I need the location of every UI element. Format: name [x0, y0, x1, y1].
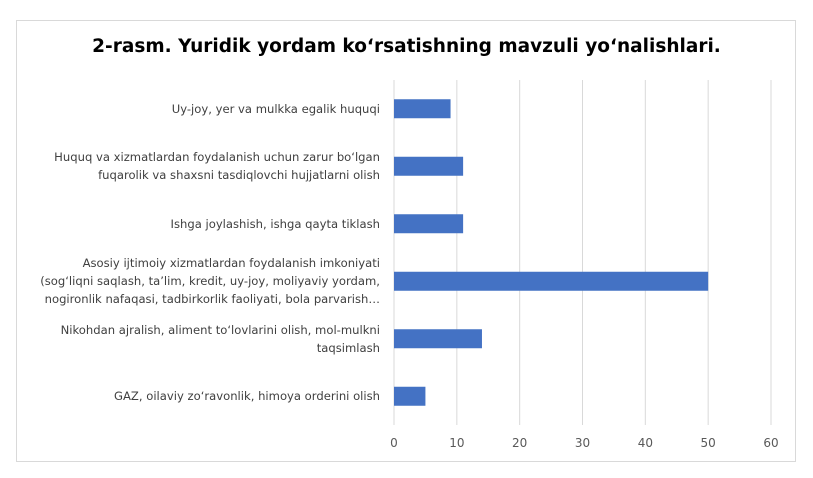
bar [394, 214, 464, 234]
x-tick-label: 30 [575, 436, 590, 450]
bar [394, 271, 709, 291]
category-label-line: nogironlik nafaqasi, tadbirkorlik faoliy… [44, 292, 380, 307]
bar [394, 329, 482, 349]
chart-title: 2-rasm. Yuridik yordam ko‘rsatishning ma… [92, 36, 721, 57]
bar [394, 99, 451, 119]
category-label: Asosiy ijtimoiy xizmatlardan foydalanish… [0, 254, 380, 308]
category-label-line: taqsimlash [316, 340, 380, 355]
category-label-line: Nikohdan ajralish, aliment to‘lovlarini … [60, 322, 380, 337]
category-label-line: fuqarolik va shaxsni tasdiqlovchi hujjat… [98, 168, 380, 183]
x-tick-label: 40 [638, 436, 653, 450]
category-label: Nikohdan ajralish, aliment to‘lovlarini … [0, 321, 380, 357]
x-tick-label: 60 [763, 436, 778, 450]
category-label-line: GAZ, oilaviy zo‘ravonlik, himoya orderin… [114, 389, 380, 404]
x-tick-label: 0 [390, 436, 398, 450]
category-label-line: Huquq va xizmatlardan foydalanish uchun … [54, 150, 380, 165]
category-label: Ishga joylashish, ishga qayta tiklash [0, 215, 380, 233]
category-label-line: Asosiy ijtimoiy xizmatlardan foydalanish… [82, 256, 380, 271]
category-label-line: Ishga joylashish, ishga qayta tiklash [170, 216, 380, 231]
category-label-line: Uy-joy, yer va mulkka egalik huquqi [171, 101, 380, 116]
x-tick-label: 20 [512, 436, 527, 450]
category-label-line: (sog‘liqni saqlash, ta’lim, kredit, uy-j… [40, 274, 380, 289]
x-tick-label: 50 [701, 436, 716, 450]
x-tick-label: 10 [449, 436, 464, 450]
category-label: GAZ, oilaviy zo‘ravonlik, himoya orderin… [0, 387, 380, 405]
bar [394, 156, 464, 176]
category-label: Uy-joy, yer va mulkka egalik huquqi [0, 100, 380, 118]
category-label: Huquq va xizmatlardan foydalanish uchun … [0, 148, 380, 184]
bar [394, 386, 426, 406]
